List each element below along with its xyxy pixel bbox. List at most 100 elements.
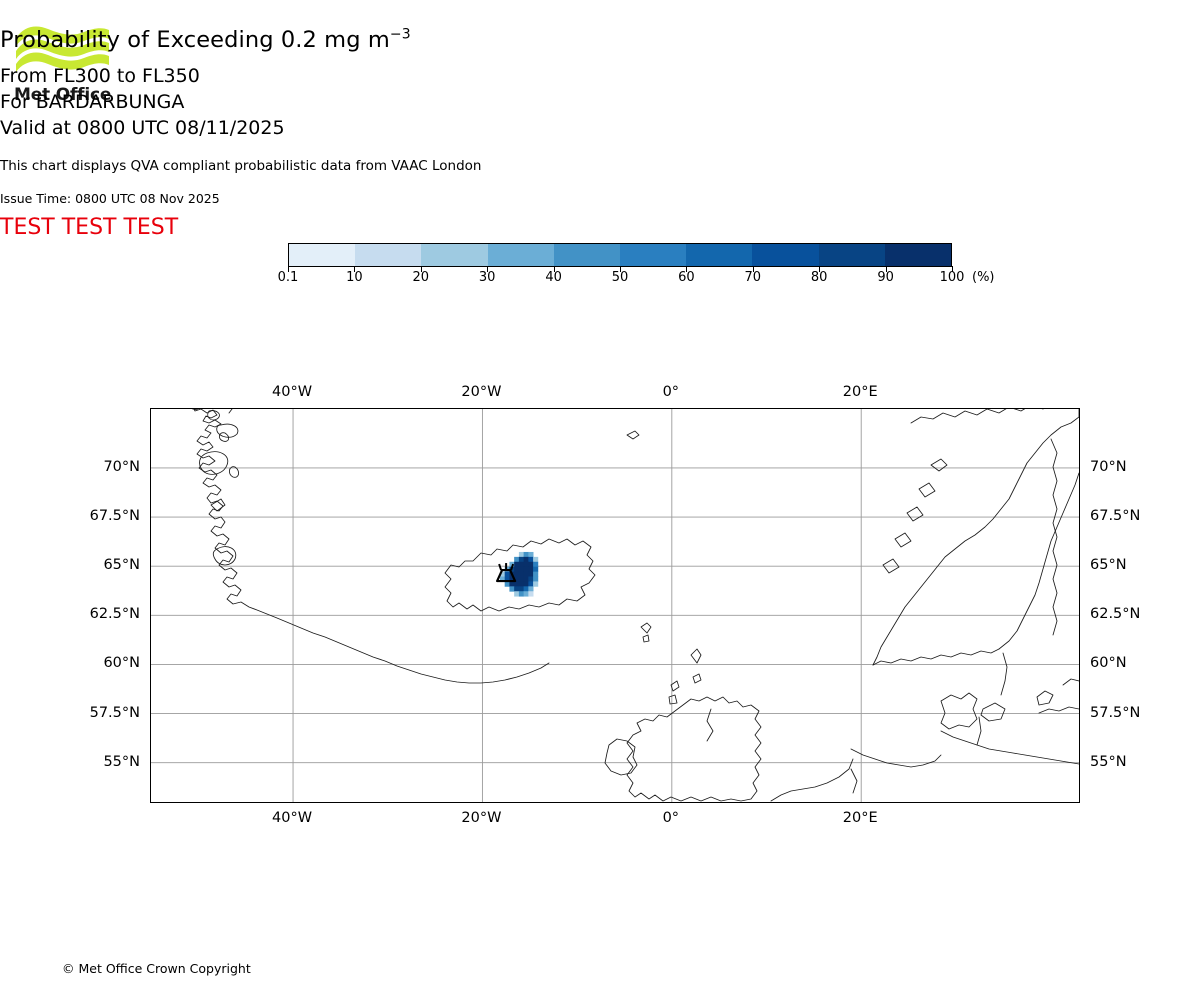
plume-cell-48	[528, 586, 534, 592]
colorbar-tick-2	[420, 266, 422, 272]
colorbar-label-100: 100	[939, 270, 965, 285]
jan-mayen-island	[626, 430, 640, 440]
colorbar-tick-3	[487, 266, 489, 272]
plume-cell-41	[523, 581, 529, 587]
lat-label-left-62.5°N: 62.5°N	[89, 606, 140, 623]
denmark-coastline	[940, 692, 978, 730]
colorbar-tick-1	[354, 266, 356, 272]
lat-label-right-57.5°N: 57.5°N	[1090, 704, 1141, 721]
volcano-name-label: For BARDARBUNGA	[0, 91, 185, 113]
ireland-coastline	[604, 738, 638, 776]
lon-label-top-40°W: 40°W	[272, 384, 313, 400]
probability-colorbar	[288, 243, 952, 267]
colorbar-segment-0	[289, 244, 356, 266]
qva-subtitle: This chart displays QVA compliant probab…	[0, 158, 482, 174]
greenland-coastline	[193, 409, 550, 684]
map-gridlines	[151, 409, 1079, 802]
colorbar-segment-7	[752, 244, 819, 266]
plume-cell-49	[514, 591, 520, 597]
colorbar-tick-9	[885, 266, 887, 272]
test-banner: TEST TEST TEST	[0, 215, 179, 240]
lat-label-left-60°N: 60°N	[103, 655, 140, 672]
plume-cell-1	[523, 551, 529, 558]
plume-cell-25	[518, 571, 525, 577]
colorbar-tick-6	[686, 266, 688, 272]
finland-border	[1050, 438, 1058, 636]
lon-label-bottom-20°W: 20°W	[461, 810, 502, 826]
lat-label-right-70°N: 70°N	[1090, 458, 1127, 475]
greenland-fjord-f	[228, 466, 240, 478]
lat-label-right-55°N: 55°N	[1090, 753, 1127, 770]
plume-cell-5	[523, 556, 529, 563]
sweden-east-coast	[998, 472, 1079, 650]
plume-cell-45	[514, 586, 520, 592]
saaremaa-island	[1036, 690, 1054, 706]
great-britain-coastline	[626, 696, 762, 802]
colorbar-segment-5	[620, 244, 687, 266]
norway-fjord-d	[894, 532, 912, 548]
colorbar-label-40: 40	[545, 270, 562, 285]
plume-cell-47	[523, 586, 529, 592]
colorbar-label-0.1: 0.1	[277, 270, 299, 285]
ash-plume-layer	[499, 551, 539, 597]
faroe-islands	[640, 622, 652, 634]
colorbar-tick-0	[288, 266, 289, 272]
lon-label-bottom-40°W: 40°W	[272, 810, 313, 826]
plume-cell-36	[533, 576, 539, 582]
plume-cell-33	[518, 576, 525, 582]
belgium-border	[850, 768, 858, 794]
plume-cell-29	[499, 576, 506, 582]
plume-cell-39	[514, 581, 520, 587]
orkney-islands	[692, 673, 702, 684]
norway-fjord-b	[918, 482, 936, 498]
plume-cell-6	[528, 556, 534, 563]
volcano-marker-icon	[496, 563, 517, 583]
met-office-logo: Met Office	[14, 22, 114, 112]
colorbar-unit-label: (%)	[972, 270, 995, 285]
plume-cell-10	[518, 561, 525, 568]
plume-cell-11	[523, 561, 529, 568]
copyright-notice: © Met Office Crown Copyright	[62, 961, 251, 976]
plume-cell-26	[523, 571, 529, 577]
colorbar-label-50: 50	[611, 270, 629, 285]
lon-label-bottom-20°E: 20°E	[842, 810, 878, 826]
greenland-fjord-d	[199, 451, 229, 475]
greenland-fjord-b	[207, 410, 220, 421]
plume-cell-32	[514, 576, 520, 582]
lat-label-right-65°N: 65°N	[1090, 557, 1127, 574]
norway-fjord-c	[906, 506, 924, 522]
greenland-fjord-c	[216, 423, 239, 438]
norway-coastline	[872, 409, 1079, 666]
denmark-zealand	[980, 702, 1006, 722]
plume-cell-0	[518, 551, 525, 558]
greenland-fjord-g	[210, 498, 226, 512]
france-north-coast	[770, 758, 854, 802]
plume-cell-52	[528, 591, 534, 597]
lon-label-top-20°W: 20°W	[461, 384, 502, 400]
plume-cell-18	[523, 566, 529, 573]
norway-fjord-e	[882, 558, 900, 574]
lat-label-left-65°N: 65°N	[103, 557, 140, 574]
plume-cell-24	[514, 571, 520, 577]
plume-cell-16	[514, 566, 520, 573]
colorbar-label-10: 10	[346, 270, 363, 285]
page-title-exponent: −3	[389, 26, 411, 43]
map-canvas	[151, 409, 1079, 802]
netherlands-germany-coast	[850, 748, 942, 768]
colorbar-tick-7	[752, 266, 754, 272]
plume-cell-30	[504, 576, 510, 582]
colorbar-segment-2	[421, 244, 488, 266]
lat-label-left-55°N: 55°N	[103, 753, 140, 770]
colorbar-tick-10	[952, 266, 953, 272]
faroe-islands-south	[642, 634, 650, 643]
norway-south-coast	[872, 648, 1000, 666]
map-plot-area[interactable]	[150, 408, 1080, 803]
plume-cell-22	[504, 571, 510, 577]
greenland-east-coast	[228, 409, 233, 414]
plume-cell-44	[509, 586, 515, 592]
colorbar-label-90: 90	[877, 270, 894, 285]
volcano-marker-layer	[496, 563, 517, 583]
plume-cell-31	[509, 576, 515, 582]
page-title-text: Probability of Exceeding 0.2 mg m	[0, 27, 390, 53]
colorbar-tick-labels: 0.1 10 20 30 40 50 60 70 80 90 100	[278, 270, 965, 288]
